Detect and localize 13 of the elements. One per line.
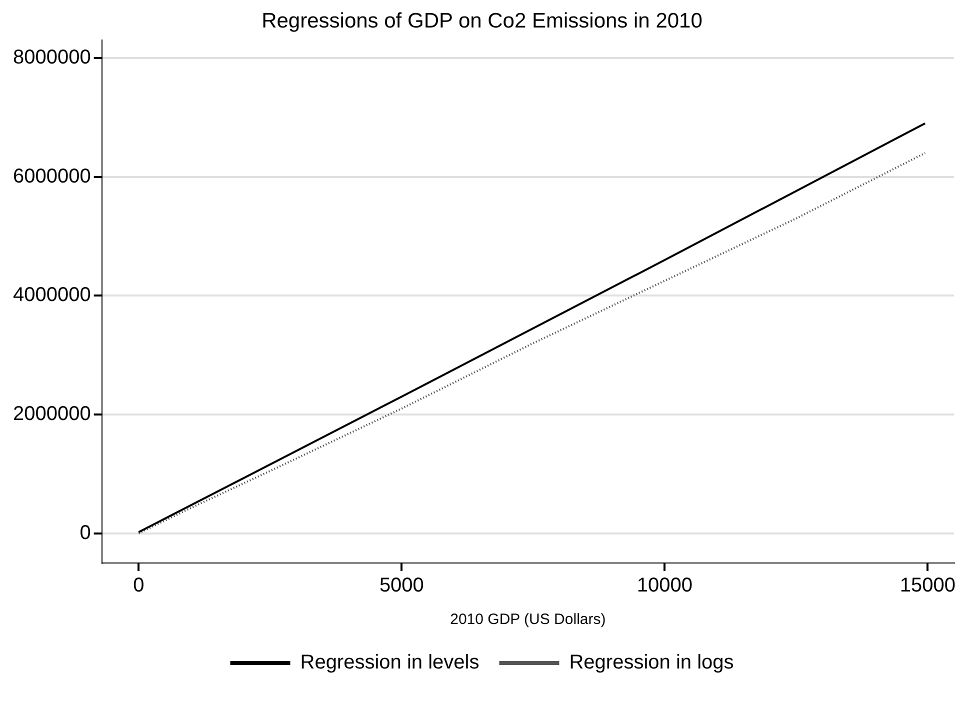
y-tick-label: 0 [80,522,91,544]
x-tick-label: 15000 [900,574,956,597]
y-tick-label: 8000000 [12,46,91,69]
x-tick-label: 0 [133,574,144,597]
legend-label: Regression in levels [300,652,480,674]
x-axis-title: 2010 GDP (US Dollars) [450,611,606,628]
y-tick-label: 6000000 [12,165,91,188]
x-tick-label: 10000 [636,574,693,597]
chart-title: Regressions of GDP on Co2 Emissions in 2010 [262,9,702,32]
y-tick-label: 2000000 [12,402,91,425]
legend-label: Regression in logs [569,652,734,674]
y-tick-label: 4000000 [12,284,91,306]
x-tick-label: 5000 [379,574,424,597]
